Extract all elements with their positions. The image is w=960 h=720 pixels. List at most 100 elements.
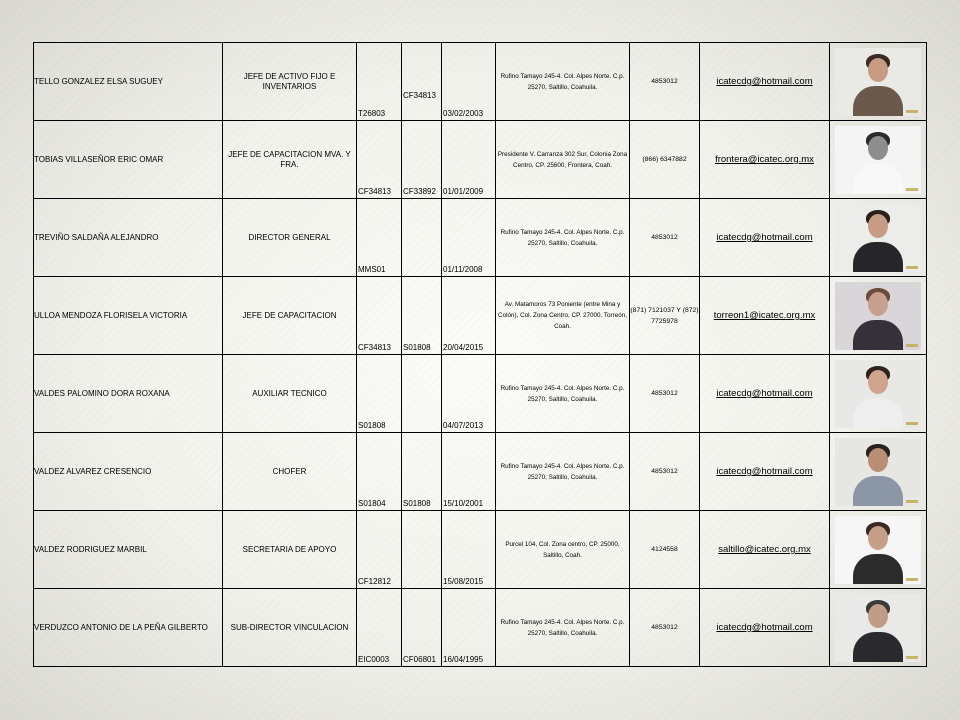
hire-date: 01/11/2008 <box>443 265 483 274</box>
code-2-top: CF34813 <box>403 91 436 100</box>
code-1: CF34813 <box>358 187 391 196</box>
phone-number: 4124558 <box>629 510 700 589</box>
photo-cell <box>829 120 927 199</box>
employee-name: VERDUZCO ANTONIO DE LA PEÑA GILBERTO <box>33 588 223 667</box>
table-row: VALDES PALOMINO DORA ROXANA AUXILIAR TECN… <box>33 354 927 433</box>
email-link[interactable]: icatecdg@hotmail.com <box>699 354 830 433</box>
email-link[interactable]: frontera@icatec.org.mx <box>699 120 830 199</box>
job-title: AUXILIAR TECNICO <box>222 354 357 433</box>
code-1: MMS01 <box>358 265 386 274</box>
code-1-cell: CF12812 <box>356 510 402 589</box>
code-2-cell: CF33892 <box>401 120 442 199</box>
employee-photo <box>835 515 921 584</box>
employee-photo <box>835 437 921 506</box>
table-row: VALDEZ ALVAREZ CRESENCIO CHOFER S01804 S018… <box>33 432 927 511</box>
table-row: ULLOA MENDOZA FLORISELA VICTORIA JEFE DE … <box>33 276 927 355</box>
code-1: CF34813 <box>358 343 391 352</box>
email-link[interactable]: icatecdg@hotmail.com <box>699 588 830 667</box>
phone-number: 4853012 <box>629 198 700 277</box>
photo-cell <box>829 276 927 355</box>
code-1: S01808 <box>358 421 386 430</box>
phone-number: (866) 6347882 <box>629 120 700 199</box>
code-2-cell <box>401 510 442 589</box>
job-title: JEFE DE CAPACITACION <box>222 276 357 355</box>
code-2-bottom: S01808 <box>403 343 431 352</box>
employee-photo <box>835 281 921 350</box>
date-cell: 04/07/2013 <box>441 354 496 433</box>
staff-directory-table: TELLO GONZALEZ ELSA SUGUEY JEFE DE ACTIVO… <box>33 42 927 667</box>
employee-photo <box>835 359 921 428</box>
address: Rufino Tamayo 245-4. Col. Alpes Norte. C… <box>495 354 630 433</box>
code-2-cell <box>401 354 442 433</box>
address: Rufino Tamayo 245-4. Col. Alpes Norte. C… <box>495 588 630 667</box>
code-1: S01804 <box>358 499 386 508</box>
email-link[interactable]: icatecdg@hotmail.com <box>699 432 830 511</box>
phone-number: 4853012 <box>629 432 700 511</box>
employee-name: ULLOA MENDOZA FLORISELA VICTORIA <box>33 276 223 355</box>
table-row: TELLO GONZALEZ ELSA SUGUEY JEFE DE ACTIVO… <box>33 42 927 121</box>
employee-photo <box>835 593 921 662</box>
code-1-cell: S01804 <box>356 432 402 511</box>
photo-cell <box>829 588 927 667</box>
photo-cell <box>829 510 927 589</box>
hire-date: 01/01/2009 <box>443 187 484 196</box>
hire-date: 03/02/2003 <box>443 109 484 118</box>
employee-name: VALDEZ ALVAREZ CRESENCIO <box>33 432 223 511</box>
phone-number: (871) 7121037 Y (872) 7725978 <box>629 276 700 355</box>
hire-date: 20/04/2015 <box>443 343 484 352</box>
email-link[interactable]: icatecdg@hotmail.com <box>699 198 830 277</box>
job-title: JEFE DE ACTIVO FIJO E INVENTARIOS <box>222 42 357 121</box>
job-title: SUB-DIRECTOR VINCULACION <box>222 588 357 667</box>
email-link[interactable]: icatecdg@hotmail.com <box>699 42 830 121</box>
hire-date: 15/10/2001 <box>443 499 484 508</box>
code-2-cell <box>401 198 442 277</box>
code-2-bottom: S01808 <box>403 499 431 508</box>
date-cell: 16/04/1995 <box>441 588 496 667</box>
phone-number: 4853012 <box>629 588 700 667</box>
address: Presidente V. Carranza 302 Sur, Colonia … <box>495 120 630 199</box>
code-1-cell: EIC0003 <box>356 588 402 667</box>
date-cell: 03/02/2003 <box>441 42 496 121</box>
job-title: DIRECTOR GENERAL <box>222 198 357 277</box>
code-2-cell: S01808 <box>401 432 442 511</box>
code-2-cell: CF34813 <box>401 42 442 121</box>
table-row: TREVIÑO SALDAÑA ALEJANDRO DIRECTOR GENERA… <box>33 198 927 277</box>
photo-cell <box>829 198 927 277</box>
code-2-cell: S01808 <box>401 276 442 355</box>
employee-name: TELLO GONZALEZ ELSA SUGUEY <box>33 42 223 121</box>
code-1: CF12812 <box>358 577 391 586</box>
table-row: VALDEZ RODRIGUEZ MARBIL SECRETARIA DE APO… <box>33 510 927 589</box>
code-2-bottom: CF06801 <box>403 655 436 664</box>
address: Purcel 104, Col. Zona centro, CP. 25000,… <box>495 510 630 589</box>
hire-date: 16/04/1995 <box>443 655 484 664</box>
code-1: T26803 <box>358 109 386 118</box>
job-title: JEFE DE CAPACITACION MVA. Y FRA. <box>222 120 357 199</box>
table-row: TOBIAS VILLASEÑOR ERIC OMAR JEFE DE CAPAC… <box>33 120 927 199</box>
photo-cell <box>829 354 927 433</box>
address: Av. Matamoros 73 Poniente (entre Mina y … <box>495 276 630 355</box>
date-cell: 15/10/2001 <box>441 432 496 511</box>
date-cell: 01/01/2009 <box>441 120 496 199</box>
employee-photo <box>835 203 921 272</box>
address: Rufino Tamayo 245-4. Col. Alpes Norte. C… <box>495 198 630 277</box>
code-1: EIC0003 <box>358 655 390 664</box>
address: Rufino Tamayo 245-4. Col. Alpes Norte. C… <box>495 42 630 121</box>
photo-cell <box>829 432 927 511</box>
code-1-cell: MMS01 <box>356 198 402 277</box>
employee-name: TOBIAS VILLASEÑOR ERIC OMAR <box>33 120 223 199</box>
code-2-cell: CF06801 <box>401 588 442 667</box>
code-1-cell: CF34813 <box>356 276 402 355</box>
email-link[interactable]: saltillo@icatec.org.mx <box>699 510 830 589</box>
employee-name: TREVIÑO SALDAÑA ALEJANDRO <box>33 198 223 277</box>
photo-cell <box>829 42 927 121</box>
code-2-bottom: CF33892 <box>403 187 436 196</box>
date-cell: 15/08/2015 <box>441 510 496 589</box>
date-cell: 20/04/2015 <box>441 276 496 355</box>
email-link[interactable]: torreon1@icatec.org.mx <box>699 276 830 355</box>
table-row: VERDUZCO ANTONIO DE LA PEÑA GILBERTO SUB-… <box>33 588 927 667</box>
job-title: CHOFER <box>222 432 357 511</box>
employee-name: VALDES PALOMINO DORA ROXANA <box>33 354 223 433</box>
phone-number: 4853012 <box>629 354 700 433</box>
phone-number: 4853012 <box>629 42 700 121</box>
code-1-cell: T26803 <box>356 42 402 121</box>
